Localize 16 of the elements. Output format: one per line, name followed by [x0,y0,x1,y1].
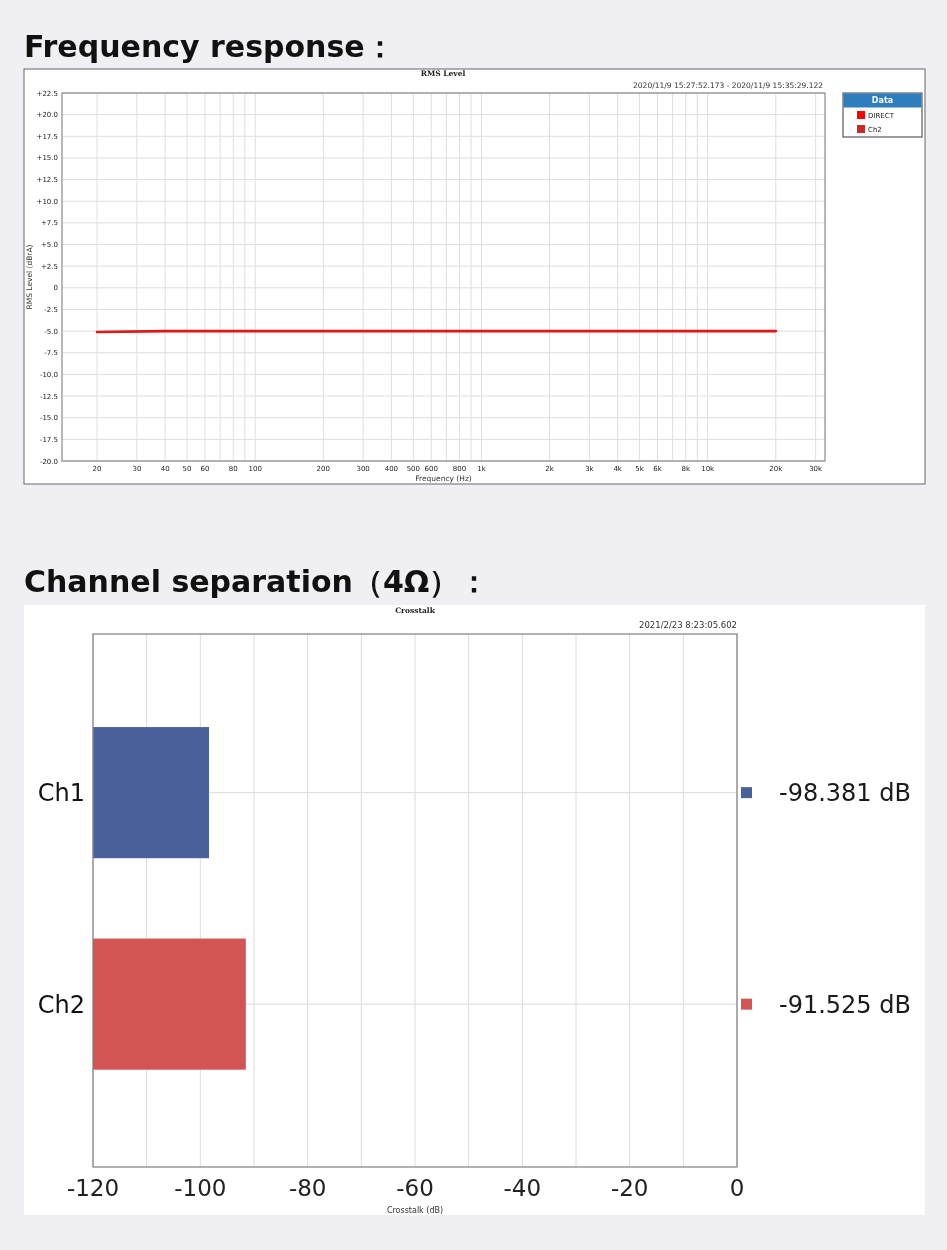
x-tick-label: -100 [174,1175,227,1201]
y-tick-label: Ch1 [37,779,85,808]
x-tick-label: -60 [396,1175,434,1201]
data-label: -98.381 dB [779,779,911,808]
x-tick-label: -120 [66,1175,120,1201]
x-tick-label: -80 [288,1175,327,1201]
x-axis-title: Crosstalk (dB) [386,1206,444,1215]
data-label: -91.525 dB [779,990,911,1019]
y-tick-label: Ch2 [37,990,85,1019]
chart-title: Channel separation（4Ω）： [24,564,490,599]
text: 2021/2/23 8:23:05.602 [639,620,737,630]
x-tick-label: -20 [610,1175,649,1201]
x-tick-label: -40 [503,1175,542,1201]
x-tick-label: 0 [729,1175,745,1201]
chart-title: Frequency response： [24,29,395,64]
legend-title: Data [871,96,894,105]
